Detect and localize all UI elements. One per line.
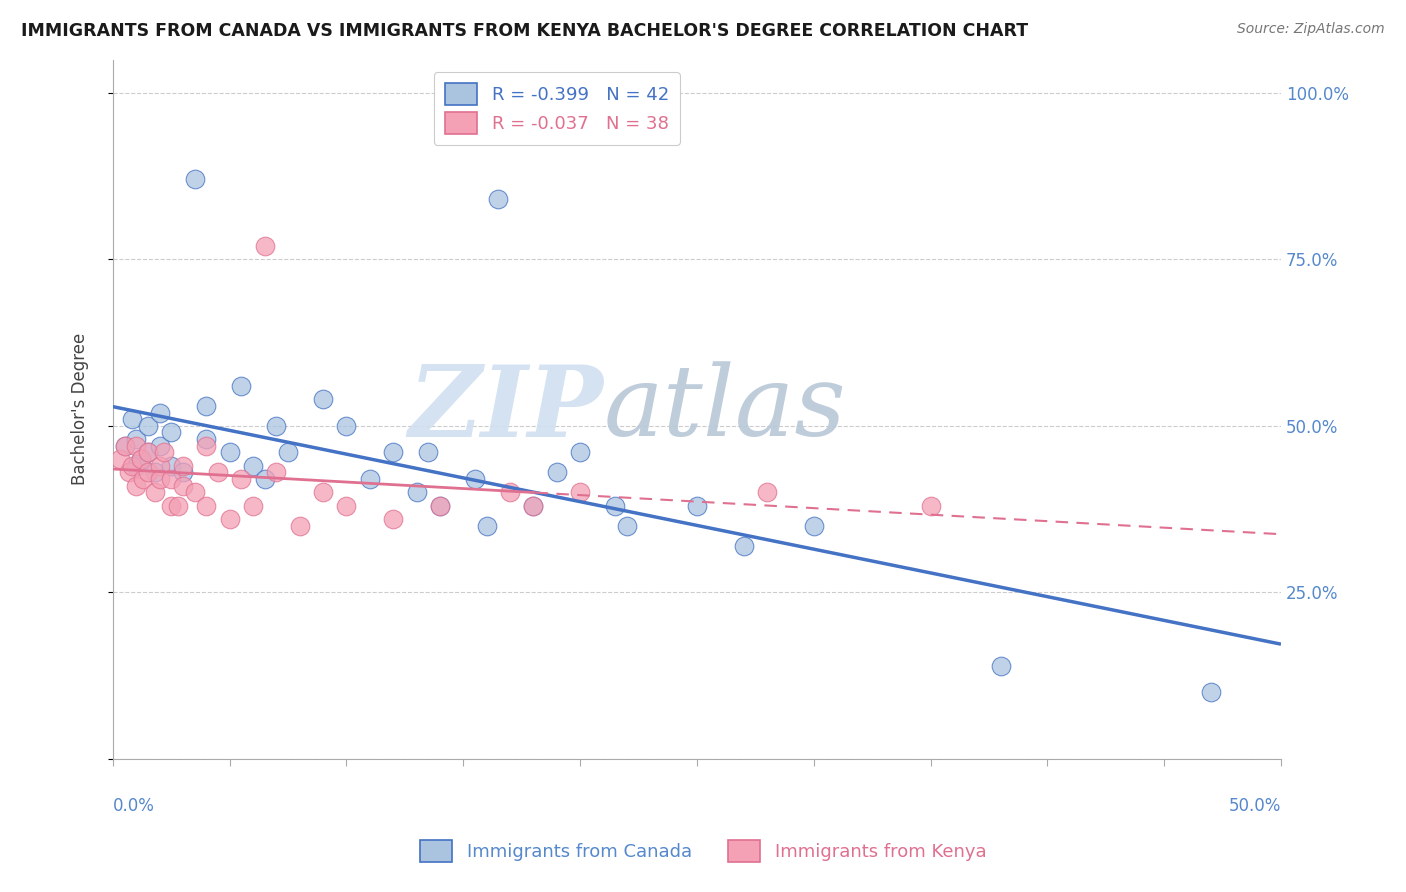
Point [121,458,143,473]
Point [129,452,152,467]
Point [686,499,709,513]
Point [172,479,194,493]
Point [148,405,170,419]
Point [148,458,170,473]
Point [132,472,155,486]
Point [253,239,276,253]
Point [136,418,159,433]
Point [231,472,253,486]
Point [803,518,825,533]
Point [405,485,427,500]
Legend: R = -0.399   N = 42, R = -0.037   N = 38: R = -0.399 N = 42, R = -0.037 N = 38 [434,72,679,145]
Point [418,445,440,459]
Point [605,499,627,513]
Point [172,466,194,480]
Point [195,399,218,413]
Text: atlas: atlas [603,361,846,457]
Point [114,439,136,453]
Point [756,485,779,500]
Point [522,499,544,513]
Point [160,425,183,440]
Point [464,472,486,486]
Point [522,499,544,513]
Point [499,485,522,500]
Point [136,445,159,459]
Point [569,485,592,500]
Text: ZIP: ZIP [409,361,603,458]
Point [207,466,229,480]
Point [231,379,253,393]
Point [143,485,166,500]
Point [569,445,592,459]
Point [335,499,357,513]
Point [125,479,148,493]
Point [148,472,170,486]
Text: 50.0%: 50.0% [1229,797,1281,815]
Point [429,499,451,513]
Point [382,445,405,459]
Point [475,518,498,533]
Point [136,445,159,459]
Point [359,472,381,486]
Point [266,418,288,433]
Point [990,658,1012,673]
Point [277,445,299,459]
Point [136,466,159,480]
Point [160,472,183,486]
Legend: Immigrants from Canada, Immigrants from Kenya: Immigrants from Canada, Immigrants from … [412,833,994,870]
Point [312,485,335,500]
Point [335,418,357,433]
Point [920,499,942,513]
Point [242,458,264,473]
Point [148,439,170,453]
Point [733,539,755,553]
Point [429,499,451,513]
Text: 0.0%: 0.0% [112,797,155,815]
Point [218,512,240,526]
Text: Source: ZipAtlas.com: Source: ZipAtlas.com [1237,22,1385,37]
Point [218,445,240,459]
Point [143,466,166,480]
Point [125,458,148,473]
Point [118,466,141,480]
Point [382,512,405,526]
Point [167,499,190,513]
Point [160,499,183,513]
Point [546,466,568,480]
Point [266,466,288,480]
Point [288,518,311,533]
Point [312,392,335,407]
Y-axis label: Bachelor's Degree: Bachelor's Degree [72,333,89,485]
Point [195,439,218,453]
Point [125,432,148,446]
Point [125,439,148,453]
Point [172,458,194,473]
Point [160,458,183,473]
Point [242,499,264,513]
Point [108,452,131,467]
Point [616,518,638,533]
Point [129,452,152,467]
Point [195,432,218,446]
Point [121,412,143,426]
Point [183,485,205,500]
Point [114,439,136,453]
Point [195,499,218,513]
Point [183,172,205,186]
Point [153,445,176,459]
Text: IMMIGRANTS FROM CANADA VS IMMIGRANTS FROM KENYA BACHELOR'S DEGREE CORRELATION CH: IMMIGRANTS FROM CANADA VS IMMIGRANTS FRO… [21,22,1028,40]
Point [253,472,276,486]
Point [486,193,509,207]
Point [1199,685,1222,699]
